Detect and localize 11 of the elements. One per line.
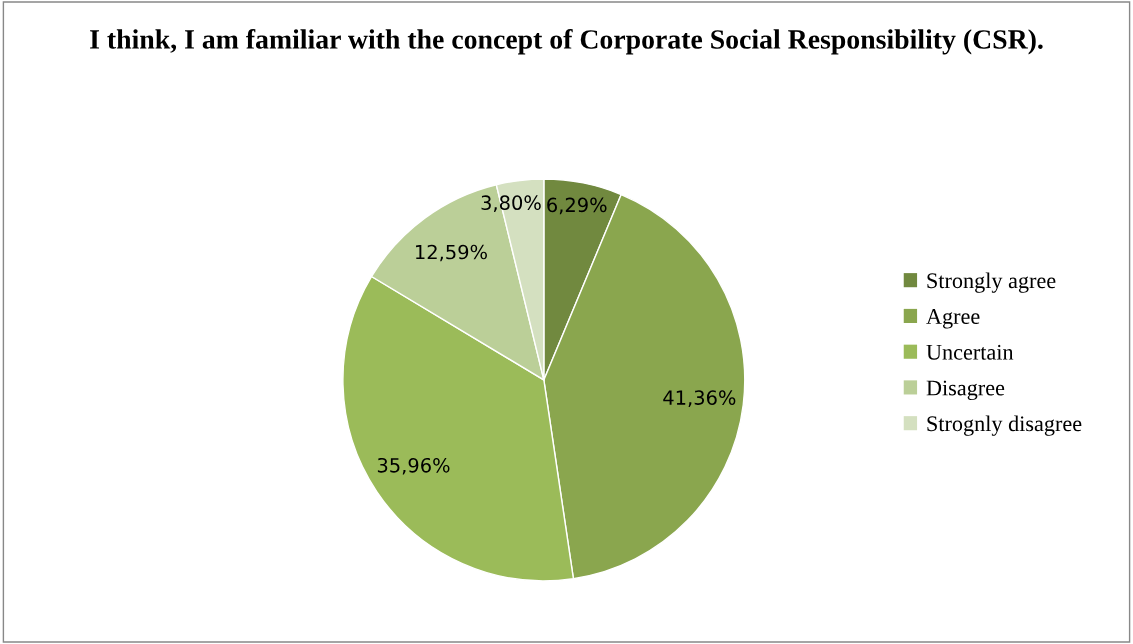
legend-label: Agree bbox=[926, 309, 980, 329]
data-label: 35,96% bbox=[377, 457, 450, 475]
chart-title: I think, I am familiar with the concept of Corporate Social Responsibility (CSR). bbox=[90, 28, 1043, 55]
legend-label: Strognly disagree bbox=[927, 415, 1082, 436]
data-label: 41,36% bbox=[663, 390, 736, 407]
legend-label: Uncertain bbox=[926, 344, 1014, 360]
data-label: 3,80% bbox=[481, 195, 541, 213]
legend-label: Strongly agree bbox=[927, 272, 1056, 293]
data-label: 6,29% bbox=[547, 197, 607, 215]
data-label: 12,59% bbox=[416, 244, 487, 262]
legend-label: Disagree bbox=[926, 380, 1005, 401]
